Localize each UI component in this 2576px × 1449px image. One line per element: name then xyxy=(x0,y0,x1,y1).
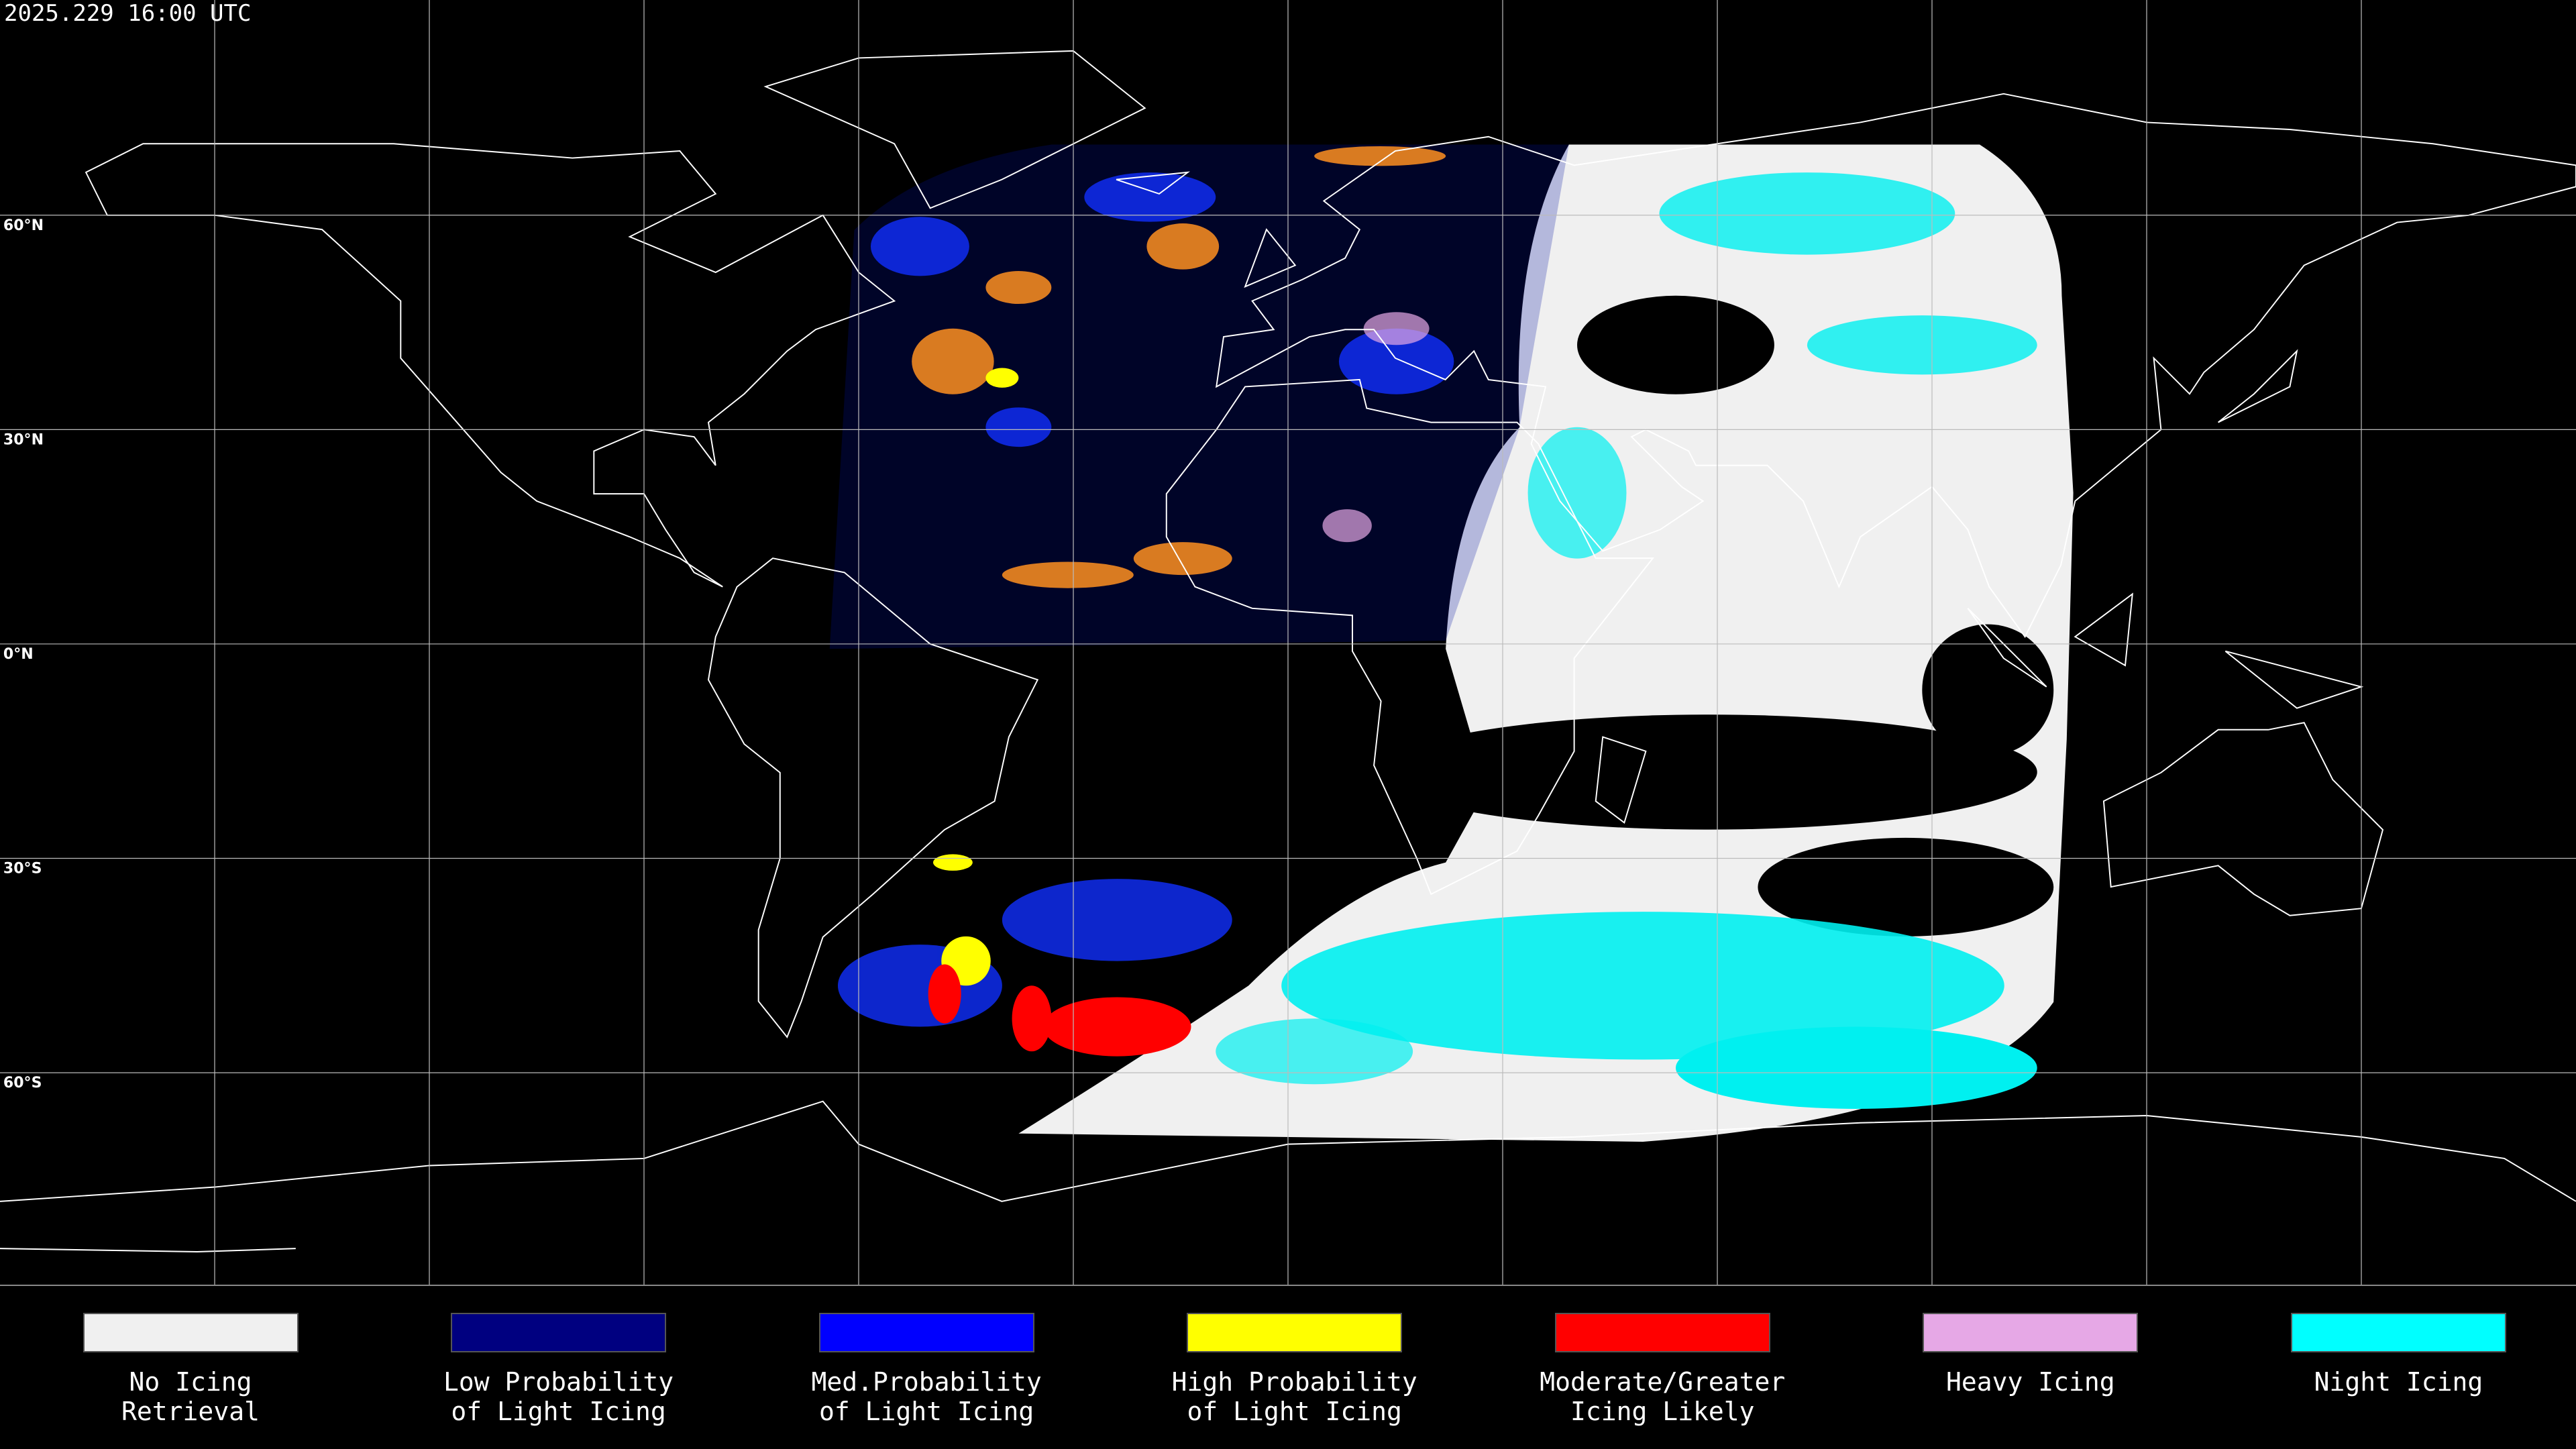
legend-label: High Probability of Light Icing xyxy=(1104,1367,1485,1426)
graticule xyxy=(0,0,2576,1285)
latitude-label: 60°S xyxy=(3,1075,42,1091)
coastline xyxy=(1116,171,1191,195)
latitude-label: 60°N xyxy=(3,217,44,234)
legend-label-line: of Light Icing xyxy=(818,1397,1034,1426)
legend-label-line: High Probability xyxy=(1171,1367,1417,1397)
legend-label: No Icing Retrieval xyxy=(0,1367,381,1426)
legend-label: Heavy Icing xyxy=(1840,1367,2221,1397)
legend-swatch xyxy=(1554,1313,1770,1352)
legend-label-line: of Light Icing xyxy=(451,1397,666,1426)
coastline xyxy=(0,1248,296,1253)
legend-label-line: Heavy Icing xyxy=(1946,1367,2115,1397)
legend-label: Low Probability of Light Icing xyxy=(368,1367,749,1426)
legend-label-line: Moderate/Greater xyxy=(1540,1367,1786,1397)
legend-item: Low Probability of Light Icing xyxy=(368,1313,749,1426)
latitude-label: 30°N xyxy=(3,431,44,448)
coastline xyxy=(2218,349,2298,423)
coastline xyxy=(1244,228,1297,288)
legend-label-line: of Light Icing xyxy=(1187,1397,1402,1426)
legend-item: Moderate/Greater Icing Likely xyxy=(1472,1313,1853,1426)
legend-label-line: Med.Probability xyxy=(811,1367,1042,1397)
coastline xyxy=(2074,592,2133,667)
legend-label-line: No Icing xyxy=(129,1367,252,1397)
latitude-labels: 60°N 30°N 0°N 30°S 60°S xyxy=(3,217,44,1091)
icing-overlay xyxy=(829,144,2074,1142)
legend: No Icing Retrieval Low Probability of Light… xyxy=(0,1285,2576,1449)
legend-swatch xyxy=(83,1313,299,1352)
legend-label-line: Retrieval xyxy=(121,1397,260,1426)
timestamp: 2025.229 16:00 UTC xyxy=(4,0,252,27)
legend-label-line: Night Icing xyxy=(2314,1367,2483,1397)
legend-label: Moderate/Greater Icing Likely xyxy=(1472,1367,1853,1426)
latitude-label: 30°S xyxy=(3,861,42,877)
coastline xyxy=(2102,722,2384,916)
legend-item: Med.Probability of Light Icing xyxy=(736,1313,1117,1426)
legend-swatch xyxy=(451,1313,667,1352)
legend-swatch xyxy=(1187,1313,1403,1352)
map: 60°N 30°N 0°N 30°S 60°S xyxy=(0,0,2576,1285)
legend-item: No Icing Retrieval xyxy=(0,1313,381,1426)
legend-label: Night Icing xyxy=(2208,1367,2576,1397)
coastline xyxy=(1595,736,1647,824)
legend-swatch xyxy=(818,1313,1034,1352)
legend-item: Night Icing xyxy=(2208,1313,2576,1397)
legend-label: Med.Probability of Light Icing xyxy=(736,1367,1117,1426)
legend-swatch xyxy=(2290,1313,2506,1352)
coastline xyxy=(85,143,896,588)
legend-item: Heavy Icing xyxy=(1840,1313,2221,1397)
coastline xyxy=(707,557,1039,1038)
legend-swatch xyxy=(1923,1313,2139,1352)
legend-item: High Probability of Light Icing xyxy=(1104,1313,1485,1426)
coastline xyxy=(1967,608,2047,688)
coastline xyxy=(1165,378,1654,896)
latitude-label: 0°N xyxy=(3,646,34,663)
legend-label-line: Icing Likely xyxy=(1570,1397,1755,1426)
coastline xyxy=(0,1100,2576,1202)
coastline xyxy=(2224,650,2364,709)
legend-label-line: Low Probability xyxy=(443,1367,674,1397)
